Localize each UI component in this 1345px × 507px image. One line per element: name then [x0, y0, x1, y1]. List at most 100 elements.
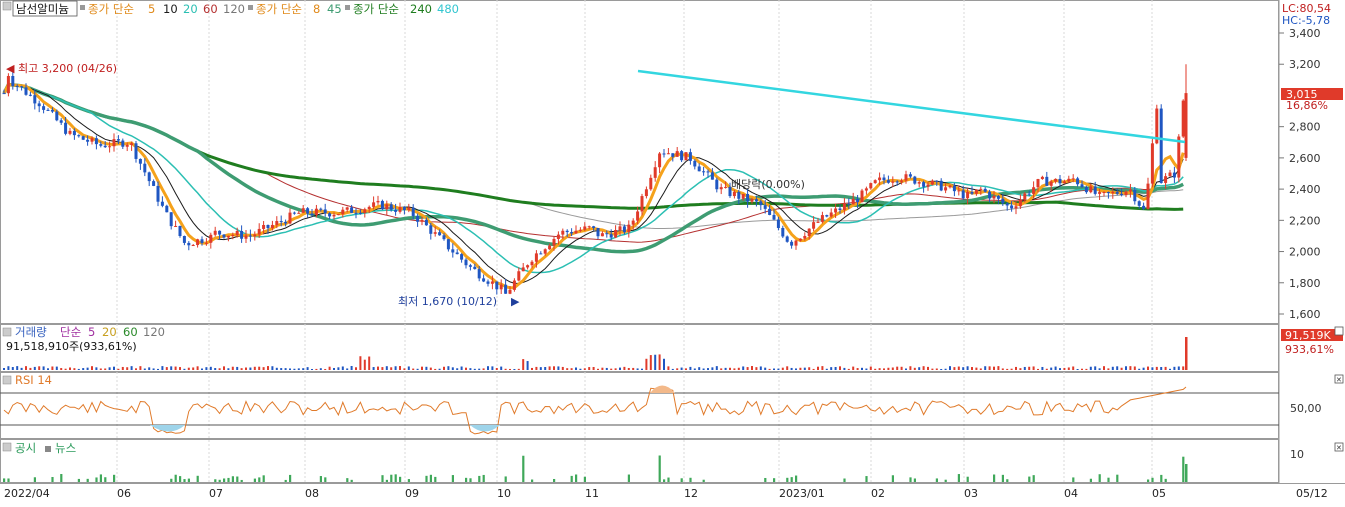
- candle-body: [732, 191, 736, 197]
- ma-group3-prefix: 종가 단순: [353, 2, 399, 16]
- volume-bar: [592, 366, 595, 370]
- news-bar: [223, 478, 226, 482]
- ma-group1-marker-icon: [80, 5, 85, 10]
- volume-bar: [641, 368, 643, 370]
- volume-bar: [847, 368, 850, 370]
- volume-bar: [671, 368, 674, 370]
- news-toggle-icon[interactable]: [2, 442, 12, 452]
- volume-bar: [425, 366, 428, 370]
- disclosure-label: 공시: [15, 441, 36, 455]
- candle-body: [794, 240, 798, 246]
- news-bar: [583, 476, 586, 482]
- news-bar: [1182, 456, 1185, 482]
- volume-bar: [500, 366, 503, 370]
- volume-bar: [7, 366, 10, 370]
- volume-bar: [1120, 367, 1123, 370]
- volume-bar: [764, 367, 767, 370]
- candle-body: [781, 227, 785, 237]
- candle-body: [350, 207, 354, 213]
- candle-body: [288, 212, 292, 224]
- candle-body: [592, 226, 596, 228]
- news-close-icon[interactable]: [1334, 442, 1344, 452]
- news-bar: [179, 476, 182, 482]
- volume-bar: [1041, 366, 1044, 370]
- candle-body: [402, 207, 406, 211]
- volume-bar: [1125, 366, 1127, 370]
- volume-bar: [64, 368, 67, 370]
- volume-bar: [759, 366, 762, 370]
- volume-toggle-icon[interactable]: [2, 327, 12, 337]
- volume-bar: [82, 368, 85, 370]
- news-bar: [7, 478, 10, 482]
- news-bar: [1072, 477, 1075, 482]
- volume-bar: [891, 367, 894, 370]
- volume-bar: [1067, 367, 1070, 370]
- x-label: 07: [209, 487, 223, 500]
- volume-bar: [1107, 368, 1110, 370]
- volume-bar: [1094, 366, 1097, 370]
- candle-body: [878, 177, 882, 181]
- price-y-axis: 3,400 3,200 2,800 2,600 2,400 2,200 2,000 1,800…: [1279, 27, 1321, 321]
- news-bar: [1028, 476, 1031, 482]
- volume-bar: [561, 366, 564, 370]
- news-bar: [284, 479, 287, 482]
- volume-close-icon[interactable]: [1334, 326, 1344, 336]
- candle-body: [152, 181, 156, 186]
- volume-bar: [1015, 366, 1017, 370]
- volume-bar: [42, 366, 45, 370]
- candle-body: [926, 184, 930, 187]
- candle-body: [1001, 198, 1005, 204]
- candle-body: [851, 198, 855, 205]
- volume-bar: [988, 366, 991, 370]
- volume-bar: [165, 367, 168, 370]
- volume-bar: [38, 366, 41, 370]
- volume-bar: [984, 366, 987, 370]
- volume-bar: [526, 361, 529, 370]
- stock-name-box[interactable]: [12, 0, 78, 17]
- news-bar: [399, 476, 402, 482]
- volume-bar: [663, 358, 665, 370]
- candle-body: [174, 225, 178, 227]
- volume-bar: [236, 366, 239, 370]
- vertical-gridlines: [116, 0, 1153, 483]
- volume-bar: [869, 366, 872, 370]
- volume-bar: [341, 366, 344, 370]
- volume-bar: [693, 368, 696, 370]
- candle-body: [1168, 172, 1172, 177]
- news-bar: [1160, 474, 1163, 482]
- candle-body: [130, 143, 134, 145]
- volume-bar: [896, 366, 899, 370]
- rsi-toggle-icon[interactable]: [2, 375, 12, 385]
- dividend-annotation: 배당락(0.00%): [731, 178, 805, 191]
- volume-bar: [922, 366, 925, 370]
- volume-bar: [755, 367, 758, 370]
- candle-body: [363, 209, 367, 213]
- volume-bar: [729, 367, 731, 370]
- volume-bar: [751, 366, 753, 370]
- volume-bar: [913, 367, 916, 370]
- panel-toggle-icon[interactable]: [2, 1, 12, 11]
- news-bar: [658, 455, 661, 482]
- volume-ma-60: 60: [123, 325, 138, 339]
- candle-body: [807, 228, 811, 236]
- volume-bar: [817, 366, 819, 370]
- rsi-close-icon[interactable]: [1334, 374, 1344, 384]
- volume-bar: [1001, 368, 1004, 370]
- volume-bar: [812, 368, 815, 370]
- candle-body: [838, 208, 842, 210]
- news-bar: [909, 477, 912, 482]
- volume-bar: [768, 368, 771, 370]
- volume-bar: [531, 367, 533, 370]
- volume-bar: [487, 366, 489, 370]
- candle-body: [72, 130, 76, 136]
- volume-bar: [900, 366, 903, 370]
- news-bar: [1185, 464, 1188, 482]
- candle-body: [204, 242, 208, 244]
- candle-body: [297, 212, 301, 214]
- candle-body: [534, 253, 538, 262]
- volume-bar: [253, 366, 256, 370]
- x-label: 2023/01: [779, 487, 825, 500]
- news-bar: [1107, 477, 1110, 482]
- volume-bar: [201, 368, 203, 370]
